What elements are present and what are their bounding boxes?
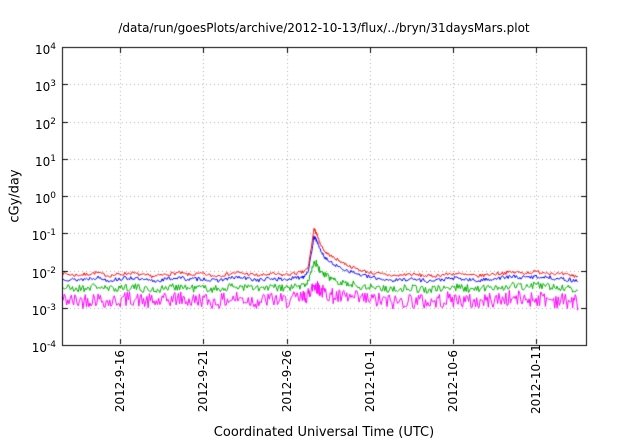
x-tick-label: 2012-9-26 [279,350,294,413]
y-tick-label: 103 [34,79,56,95]
y-tick-label: 10-2 [31,265,56,281]
y-tick-label: 10-3 [31,302,56,318]
x-axis-label: Coordinated Universal Time (UTC) [213,425,435,440]
x-tick-label: 2012-9-21 [196,350,211,413]
y-tick-label: 104 [34,42,56,57]
x-tick-label: 2012-9-16 [113,350,128,413]
x-tick-label: 2012-10-6 [445,350,460,413]
plot-title: /data/run/goesPlots/archive/2012-10-13/f… [118,21,530,35]
y-tick-label: 101 [34,153,56,169]
y-tick-label: 10-4 [31,340,56,355]
x-tick-label: 2012-10-1 [362,350,377,413]
x-tick-label: 2012-10-11 [529,344,544,414]
y-axis-label: cGy/day [7,169,23,223]
y-tick-label: 10-1 [31,228,56,244]
y-tick-label: 102 [34,116,56,132]
y-tick-label: 100 [34,191,56,206]
